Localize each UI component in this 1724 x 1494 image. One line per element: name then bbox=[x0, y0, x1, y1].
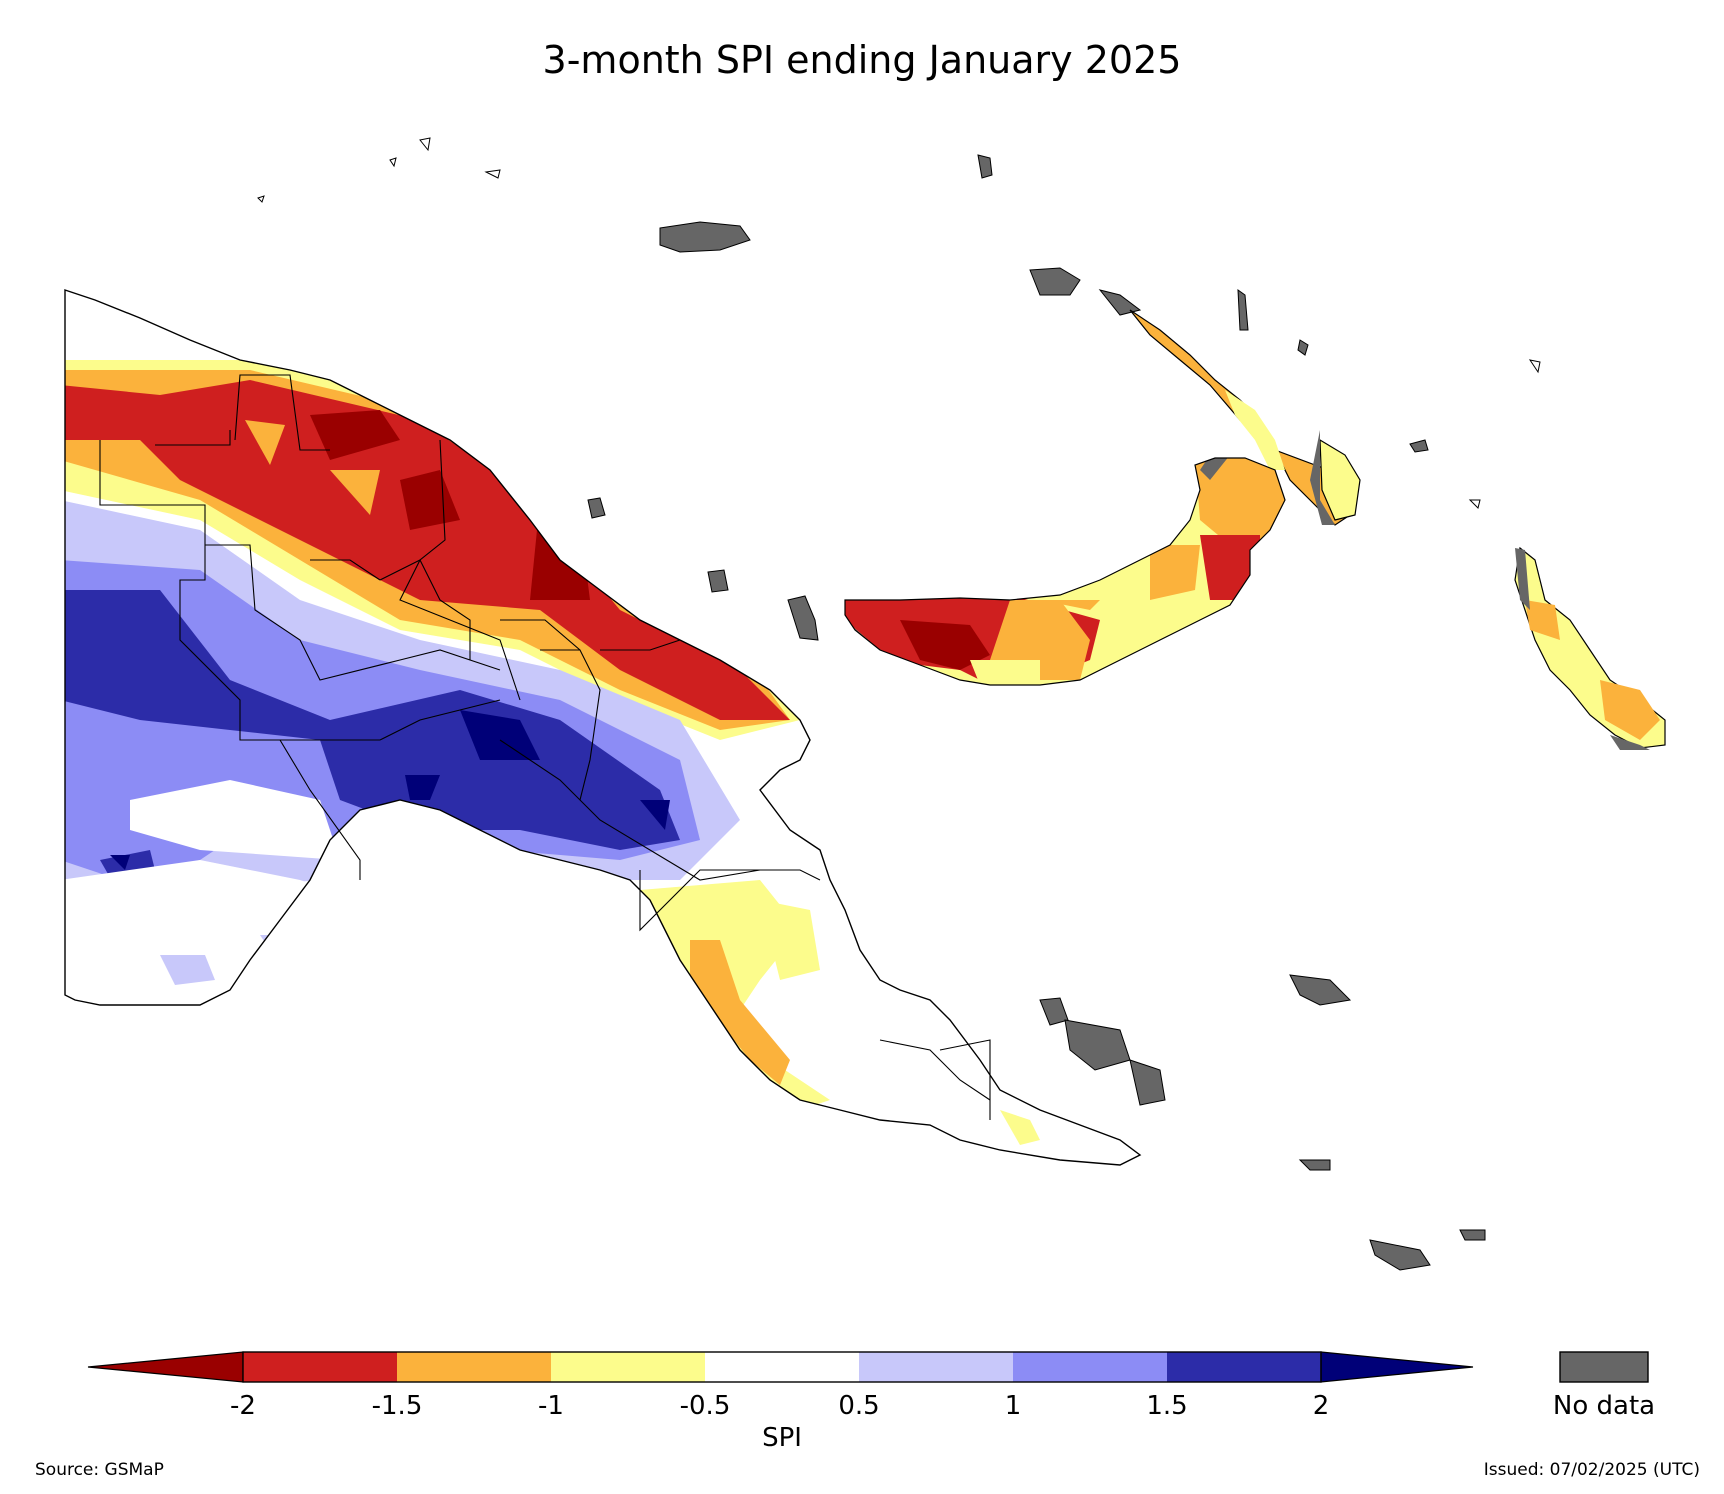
colorbar-right-extension bbox=[1320, 1351, 1474, 1383]
colorbar-tick: 2 bbox=[1313, 1391, 1330, 1421]
colorbar-tick: -0.5 bbox=[680, 1391, 731, 1421]
colorbar-tick: 0.5 bbox=[838, 1391, 879, 1421]
small-islands bbox=[257, 137, 1541, 509]
new-ireland bbox=[1129, 309, 1361, 526]
colorbar-tick: -2 bbox=[230, 1391, 256, 1421]
colorbar-tick: -1.5 bbox=[372, 1391, 423, 1421]
colorbar-tick: 1 bbox=[1005, 1391, 1022, 1421]
mainland-coastline bbox=[64, 289, 1142, 1166]
no-data-islands bbox=[587, 154, 1486, 1271]
new-britain bbox=[844, 457, 1286, 686]
nodata-swatch bbox=[1559, 1351, 1649, 1383]
colorbar-axis-label: SPI bbox=[762, 1423, 802, 1453]
issued-label: Issued: 07/02/2025 (UTC) bbox=[1483, 1460, 1700, 1480]
map-title: 3-month SPI ending January 2025 bbox=[542, 38, 1182, 82]
province-borders bbox=[99, 374, 991, 1120]
colorbar: -2 -1.5 -1 -0.5 0.5 1 1.5 2 SPI bbox=[87, 1351, 1474, 1453]
bougainville bbox=[1514, 546, 1666, 750]
colorbar-tick: -1 bbox=[538, 1391, 564, 1421]
new-britain-coastline bbox=[844, 457, 1286, 686]
source-label: Source: GSMaP bbox=[35, 1460, 164, 1480]
colorbar-tick: 1.5 bbox=[1146, 1391, 1187, 1421]
colorbar-left-extension bbox=[87, 1351, 244, 1383]
nodata-legend: No data bbox=[1553, 1351, 1655, 1421]
nodata-label: No data bbox=[1553, 1391, 1655, 1421]
mainland-spi bbox=[65, 290, 1040, 1165]
